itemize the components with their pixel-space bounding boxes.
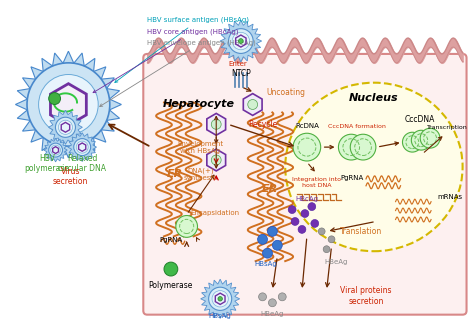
Polygon shape	[243, 94, 262, 115]
Text: NTCP: NTCP	[231, 69, 251, 78]
Text: HBV
polymerase: HBV polymerase	[24, 154, 69, 174]
Circle shape	[308, 203, 316, 211]
Text: ER: ER	[167, 169, 183, 179]
Text: Translation: Translation	[340, 227, 382, 236]
Circle shape	[259, 293, 266, 301]
Polygon shape	[201, 279, 240, 318]
Text: HBV surface antigen (HBsAg): HBV surface antigen (HBsAg)	[115, 17, 249, 82]
Circle shape	[218, 297, 222, 301]
Circle shape	[323, 246, 330, 253]
Circle shape	[238, 39, 243, 43]
Polygon shape	[68, 133, 97, 162]
Text: Encapsidation: Encapsidation	[191, 210, 240, 215]
Circle shape	[420, 128, 440, 148]
Polygon shape	[220, 20, 262, 62]
Circle shape	[74, 138, 91, 156]
Circle shape	[228, 29, 253, 53]
Circle shape	[298, 225, 306, 233]
Circle shape	[27, 63, 110, 146]
Circle shape	[411, 130, 431, 150]
Circle shape	[278, 293, 286, 301]
Text: Enter: Enter	[228, 61, 247, 67]
Circle shape	[58, 120, 73, 134]
Text: DNA(+)
synthesis: DNA(+) synthesis	[184, 167, 217, 181]
Ellipse shape	[285, 83, 463, 251]
Circle shape	[268, 299, 276, 307]
Circle shape	[318, 228, 325, 235]
Circle shape	[288, 206, 296, 213]
Circle shape	[49, 143, 63, 157]
Circle shape	[267, 226, 277, 236]
Circle shape	[263, 248, 273, 258]
Text: HBV envelope antigen (HBeAg): HBV envelope antigen (HBeAg)	[100, 40, 256, 107]
Polygon shape	[48, 110, 82, 144]
Circle shape	[38, 74, 98, 135]
Circle shape	[212, 291, 228, 307]
Text: Integration into
host DNA: Integration into host DNA	[292, 177, 341, 188]
Text: Hepatocyte: Hepatocyte	[163, 99, 235, 109]
Circle shape	[328, 236, 335, 243]
Circle shape	[257, 234, 267, 244]
Text: Recycle: Recycle	[248, 120, 277, 129]
Polygon shape	[50, 84, 86, 125]
Polygon shape	[16, 51, 121, 158]
Text: mRNAs: mRNAs	[437, 194, 462, 200]
Text: Virus
secretion: Virus secretion	[53, 167, 88, 186]
Text: CccDNA formation: CccDNA formation	[328, 124, 386, 129]
Polygon shape	[44, 138, 67, 162]
Circle shape	[49, 93, 61, 105]
Text: Envelopment
with HBsAg: Envelopment with HBsAg	[177, 141, 224, 154]
Text: CccDNA: CccDNA	[405, 115, 436, 124]
Text: RcDNA: RcDNA	[295, 123, 319, 129]
Circle shape	[273, 240, 282, 250]
Circle shape	[55, 117, 75, 137]
Circle shape	[76, 141, 88, 153]
Text: HBcAg: HBcAg	[295, 196, 319, 202]
Circle shape	[248, 99, 257, 109]
Text: Polymerase: Polymerase	[149, 281, 193, 290]
Circle shape	[293, 133, 321, 161]
Text: HBV core antigen (HBcAg): HBV core antigen (HBcAg)	[93, 29, 239, 93]
Text: PgRNA: PgRNA	[341, 175, 364, 181]
Circle shape	[211, 119, 221, 129]
Circle shape	[402, 132, 422, 152]
Circle shape	[209, 287, 232, 310]
Text: ER: ER	[261, 184, 278, 194]
FancyBboxPatch shape	[143, 54, 466, 315]
Polygon shape	[207, 149, 226, 171]
Text: Transcription: Transcription	[428, 125, 468, 130]
Circle shape	[311, 220, 319, 227]
Circle shape	[350, 134, 376, 160]
Text: HBsAg: HBsAg	[209, 313, 231, 319]
Circle shape	[301, 210, 309, 217]
Circle shape	[338, 134, 364, 160]
Circle shape	[51, 145, 61, 155]
Text: Relaxed
circular DNA: Relaxed circular DNA	[58, 154, 106, 174]
Text: HBsAg: HBsAg	[254, 261, 277, 267]
Text: HBeAg: HBeAg	[325, 259, 348, 265]
Text: Nucleus: Nucleus	[349, 92, 399, 102]
Circle shape	[176, 215, 198, 237]
Text: HBeAg: HBeAg	[261, 311, 284, 317]
Circle shape	[164, 262, 178, 276]
Circle shape	[291, 217, 299, 225]
Text: Uncoating: Uncoating	[266, 88, 305, 97]
Polygon shape	[207, 113, 226, 135]
Text: PgRNA: PgRNA	[159, 237, 182, 243]
Circle shape	[232, 32, 249, 50]
Text: Viral proteins
secretion: Viral proteins secretion	[340, 286, 392, 306]
Circle shape	[211, 155, 221, 165]
